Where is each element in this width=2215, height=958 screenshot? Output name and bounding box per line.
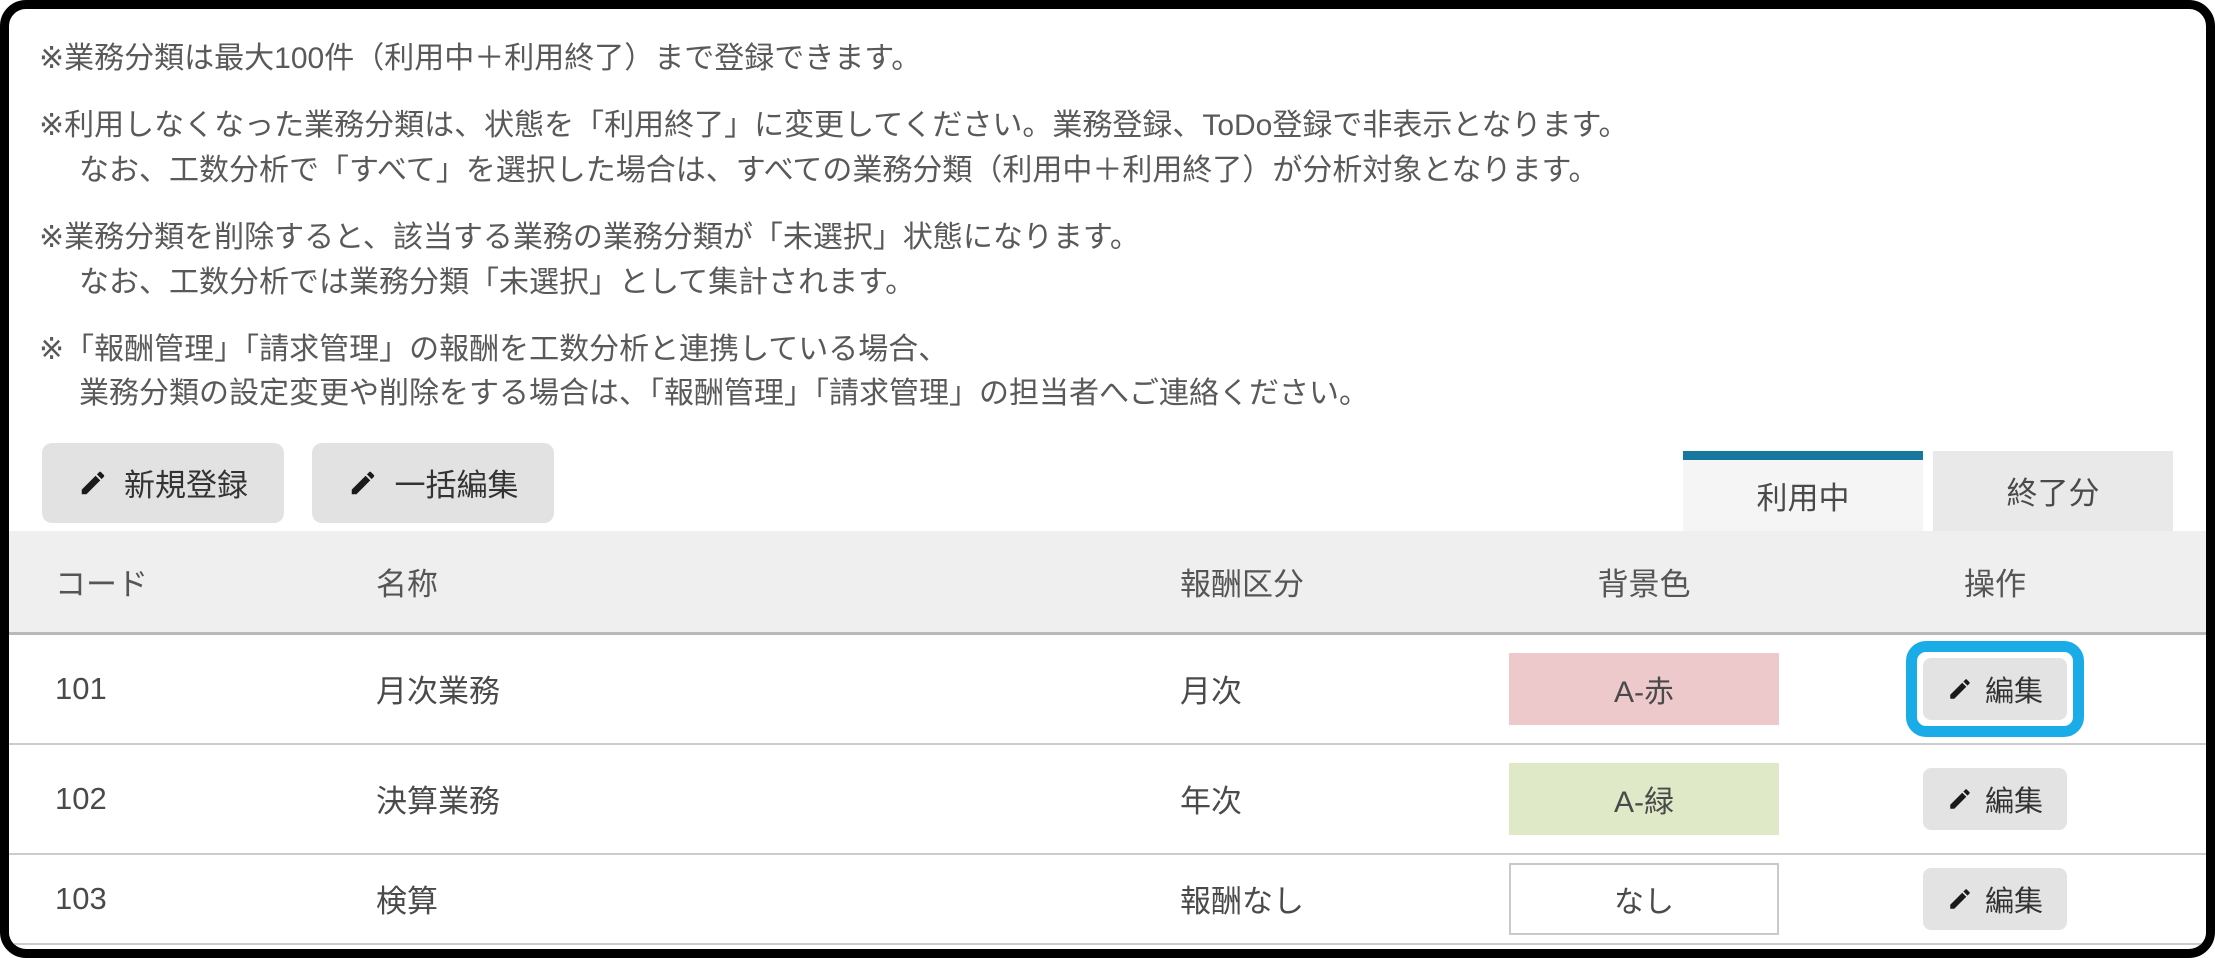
new-registration-button[interactable]: 新規登録 bbox=[42, 442, 284, 523]
pencil-icon bbox=[1947, 886, 1973, 912]
cell-category: 報酬なし bbox=[1180, 853, 1504, 945]
note-subtext: なお、工数分析で「すべて」を選択した場合は、すべての業務分類（利用中＋利用終了）… bbox=[79, 153, 1599, 187]
bgcolor-swatch: A-赤 bbox=[1509, 652, 1779, 725]
pencil-icon bbox=[348, 468, 378, 498]
note-group: ※業務分類は最大100件（利用中＋利用終了）まで登録できます。 bbox=[39, 37, 2166, 81]
note-text: ※業務分類を削除すると、該当する業務の業務分類が「未選択」状態になります。 bbox=[39, 221, 1140, 255]
header-bgcolor: 背景色 bbox=[1504, 530, 1784, 636]
pencil-icon bbox=[1947, 676, 1973, 702]
table-row: 101 月次業務 月次 A-赤 編集 bbox=[9, 633, 2206, 745]
cell-code: 102 bbox=[9, 743, 376, 855]
note-group: ※利用しなくなった業務分類は、状態を「利用終了」に変更してください。業務登録、T… bbox=[39, 104, 2166, 193]
pencil-icon bbox=[1947, 786, 1973, 812]
header-code: コード bbox=[9, 530, 376, 636]
bulk-edit-label: 一括編集 bbox=[394, 468, 519, 504]
bgcolor-swatch: なし bbox=[1509, 862, 1779, 935]
notes-section: ※業務分類は最大100件（利用中＋利用終了）まで登録できます。 ※利用しなくなっ… bbox=[9, 9, 2206, 417]
cell-code: 101 bbox=[9, 633, 376, 745]
tab-ended[interactable]: 終了分 bbox=[1933, 450, 2173, 531]
bulk-edit-button[interactable]: 一括編集 bbox=[312, 442, 555, 523]
edit-wrap: 編集 bbox=[1922, 867, 2067, 930]
cell-name: 月次業務 bbox=[376, 633, 1180, 745]
classification-table: コード 名称 報酬区分 背景色 操作 101 月次業務 月次 A-赤 bbox=[9, 530, 2206, 945]
note-subtext: なお、工数分析では業務分類「未選択」として集計されます。 bbox=[79, 265, 916, 299]
edit-highlight-box: 編集 bbox=[1905, 640, 2085, 737]
status-tabs: 利用中 終了分 bbox=[1683, 450, 2173, 531]
cell-category: 年次 bbox=[1180, 743, 1504, 855]
table-row: 103 検算 報酬なし なし 編集 bbox=[9, 853, 2206, 945]
header-name: 名称 bbox=[376, 530, 1180, 636]
tab-in-use[interactable]: 利用中 bbox=[1683, 450, 1923, 531]
edit-button[interactable]: 編集 bbox=[1922, 767, 2067, 830]
edit-wrap: 編集 bbox=[1922, 767, 2067, 830]
header-category: 報酬区分 bbox=[1180, 530, 1504, 636]
note-text: ※業務分類は最大100件（利用中＋利用終了）まで登録できます。 bbox=[39, 42, 922, 75]
edit-label: 編集 bbox=[1984, 675, 2043, 708]
note-group: ※業務分類を削除すると、該当する業務の業務分類が「未選択」状態になります。 なお… bbox=[39, 216, 2166, 305]
edit-button[interactable]: 編集 bbox=[1922, 867, 2067, 930]
edit-label: 編集 bbox=[1984, 885, 2043, 918]
bgcolor-swatch: A-緑 bbox=[1509, 762, 1779, 835]
edit-button[interactable]: 編集 bbox=[1922, 657, 2067, 720]
note-subtext: 業務分類の設定変更や削除をする場合は、「報酬管理」「請求管理」の担当者へご連絡く… bbox=[79, 377, 1369, 411]
toolbar: 新規登録 一括編集 利用中 終了分 bbox=[9, 442, 2206, 531]
cell-name: 検算 bbox=[376, 853, 1180, 945]
table-row: 102 決算業務 年次 A-緑 編集 bbox=[9, 743, 2206, 855]
edit-label: 編集 bbox=[1984, 785, 2043, 818]
cell-code: 103 bbox=[9, 853, 376, 945]
note-text: ※利用しなくなった業務分類は、状態を「利用終了」に変更してください。業務登録、T… bbox=[39, 109, 1629, 143]
cell-category: 月次 bbox=[1180, 633, 1504, 745]
cell-name: 決算業務 bbox=[376, 743, 1180, 855]
pencil-icon bbox=[78, 468, 108, 498]
note-group: ※「報酬管理」「請求管理」の報酬を工数分析と連携している場合、 業務分類の設定変… bbox=[39, 328, 2166, 417]
table-header-row: コード 名称 報酬区分 背景色 操作 bbox=[9, 530, 2206, 636]
note-text: ※「報酬管理」「請求管理」の報酬を工数分析と連携している場合、 bbox=[39, 332, 949, 366]
header-operation: 操作 bbox=[1784, 530, 2206, 636]
new-registration-label: 新規登録 bbox=[124, 468, 248, 504]
